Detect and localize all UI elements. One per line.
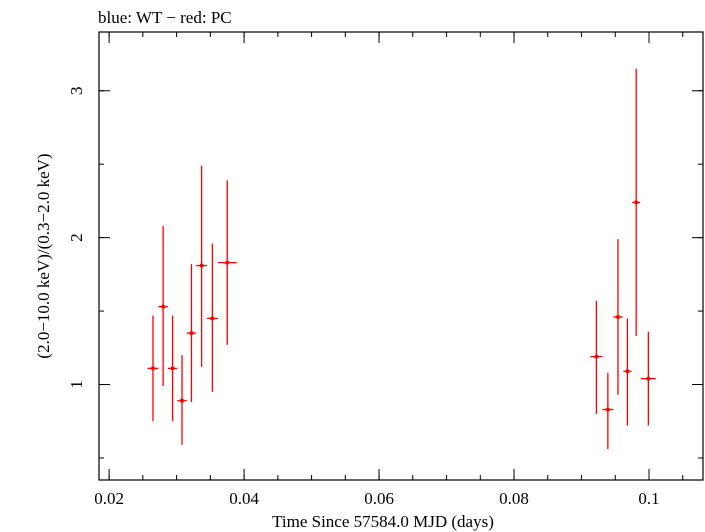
x-tick-label: 0.06	[364, 489, 394, 508]
axis-ticks	[99, 32, 703, 480]
data-point	[217, 180, 237, 345]
data-point	[623, 318, 632, 426]
x-tick-label: 0.04	[229, 489, 259, 508]
data-point	[167, 315, 178, 422]
point-marker	[615, 314, 620, 319]
y-tick-label: 3	[67, 87, 86, 96]
point-marker	[161, 304, 166, 309]
point-marker	[180, 398, 185, 403]
y-tick-label: 2	[67, 233, 86, 242]
x-axis-label: Time Since 57584.0 MJD (days)	[272, 512, 494, 531]
data-points	[147, 68, 656, 450]
point-marker	[210, 316, 215, 321]
point-marker	[625, 369, 630, 374]
data-point	[640, 331, 656, 426]
point-marker	[199, 263, 204, 268]
data-point	[186, 264, 197, 403]
plot-frame	[98, 31, 704, 481]
point-marker	[634, 200, 639, 205]
point-marker	[605, 407, 610, 412]
data-point	[632, 68, 641, 337]
data-point	[602, 372, 614, 450]
data-point	[613, 239, 623, 395]
data-point	[158, 225, 168, 386]
point-marker	[646, 376, 651, 381]
x-tick-label: 0.08	[499, 489, 529, 508]
x-tick-label: 0.1	[638, 489, 659, 508]
point-marker	[170, 366, 175, 371]
data-point	[206, 243, 218, 392]
point-marker	[594, 354, 599, 359]
point-marker	[189, 331, 194, 336]
data-point	[177, 355, 187, 445]
point-marker	[225, 260, 230, 265]
y-tick-labels: 1 2 3	[67, 87, 86, 389]
chart-title: blue: WT − red: PC	[98, 8, 232, 27]
point-marker	[150, 366, 155, 371]
data-point	[196, 165, 207, 367]
y-tick-label: 1	[67, 380, 86, 389]
data-point	[147, 315, 159, 422]
data-point	[590, 300, 603, 414]
y-axis-label: (2.0−10.0 keV)/(0.3−2.0 keV)	[34, 153, 53, 358]
x-tick-label: 0.02	[94, 489, 124, 508]
x-tick-labels: 0.02 0.04 0.06 0.08 0.1	[94, 489, 659, 508]
